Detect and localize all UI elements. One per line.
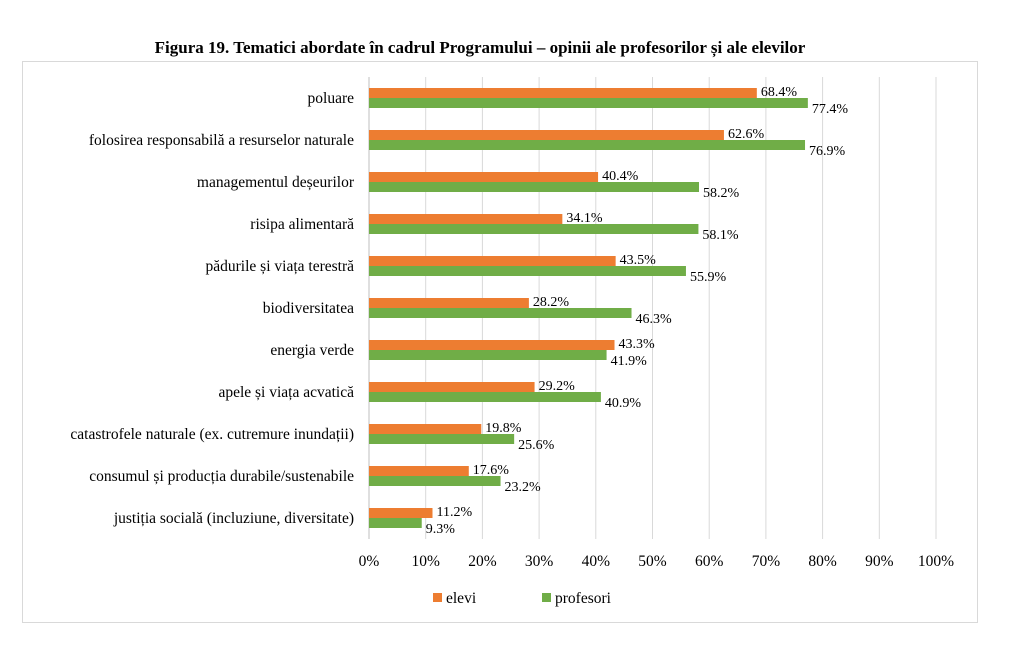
category-label: consumul și producția durabile/sustenabi… [89,468,354,485]
data-label-profesori: 25.6% [518,438,555,453]
data-label-profesori: 46.3% [636,312,673,327]
x-tick-label: 60% [695,553,724,570]
chart-frame [22,61,978,623]
bar-profesori [369,392,601,402]
legend-label-profesori: profesori [555,590,612,607]
legend-label-elevi: elevi [446,590,477,607]
data-label-elevi: 68.4% [761,85,798,100]
bar-profesori [369,98,808,108]
data-label-profesori: 58.2% [703,186,740,201]
data-label-profesori: 55.9% [690,270,727,285]
bar-profesori [369,308,632,318]
data-label-elevi: 40.4% [602,169,639,184]
bar-elevi [369,424,482,434]
data-label-elevi: 17.6% [473,463,510,478]
bar-elevi [369,214,563,224]
data-label-elevi: 43.5% [620,253,657,268]
category-label: energia verde [270,342,354,359]
bar-profesori [369,518,422,528]
data-label-elevi: 28.2% [533,295,570,310]
data-label-profesori: 58.1% [702,228,739,243]
bar-elevi [369,382,535,392]
category-label: catastrofele naturale (ex. cutremure inu… [70,426,354,443]
x-tick-label: 80% [808,553,837,570]
bar-elevi [369,508,433,518]
data-label-elevi: 19.8% [485,421,522,436]
bar-profesori [369,140,806,150]
x-tick-label: 50% [638,553,667,570]
category-label: justiția socială (incluziune, diversitat… [113,510,354,527]
x-tick-label: 90% [865,553,894,570]
category-label: apele și viața acvatică [218,384,354,401]
bar-profesori [369,182,699,192]
category-label: folosirea responsabilă a resurselor natu… [89,132,354,149]
x-tick-label: 0% [359,553,380,570]
bar-profesori [369,350,607,360]
data-label-profesori: 41.9% [611,354,648,369]
bar-profesori [369,224,699,234]
bar-elevi [369,298,529,308]
category-label: managementul deșeurilor [197,174,355,191]
legend-swatch-elevi [433,593,442,602]
data-label-profesori: 77.4% [812,102,849,117]
data-label-profesori: 9.3% [426,522,456,537]
bar-elevi [369,466,469,476]
data-label-elevi: 34.1% [566,211,603,226]
bar-profesori [369,434,515,444]
category-label: pădurile și viața terestră [206,258,355,275]
bar-elevi [369,340,615,350]
data-label-profesori: 23.2% [505,480,542,495]
data-label-profesori: 40.9% [605,396,642,411]
legend-swatch-profesori [542,593,551,602]
chart-title: Figura 19. Tematici abordate în cadrul P… [154,38,806,57]
category-label: risipa alimentară [250,216,354,233]
category-label: poluare [308,90,355,107]
x-tick-label: 70% [752,553,781,570]
bar-elevi [369,256,616,266]
x-tick-label: 30% [525,553,554,570]
x-tick-label: 10% [411,553,440,570]
data-label-elevi: 62.6% [728,127,765,142]
bar-elevi [369,88,757,98]
bar-profesori [369,266,686,276]
x-tick-label: 40% [582,553,611,570]
data-label-elevi: 29.2% [539,379,576,394]
data-label-profesori: 76.9% [809,144,846,159]
data-label-elevi: 43.3% [619,337,656,352]
bar-elevi [369,172,599,182]
bar-elevi [369,130,724,140]
x-tick-label: 20% [468,553,497,570]
x-tick-label: 100% [918,553,954,570]
data-label-elevi: 11.2% [437,505,473,520]
category-label: biodiversitatea [263,300,354,317]
bar-profesori [369,476,501,486]
